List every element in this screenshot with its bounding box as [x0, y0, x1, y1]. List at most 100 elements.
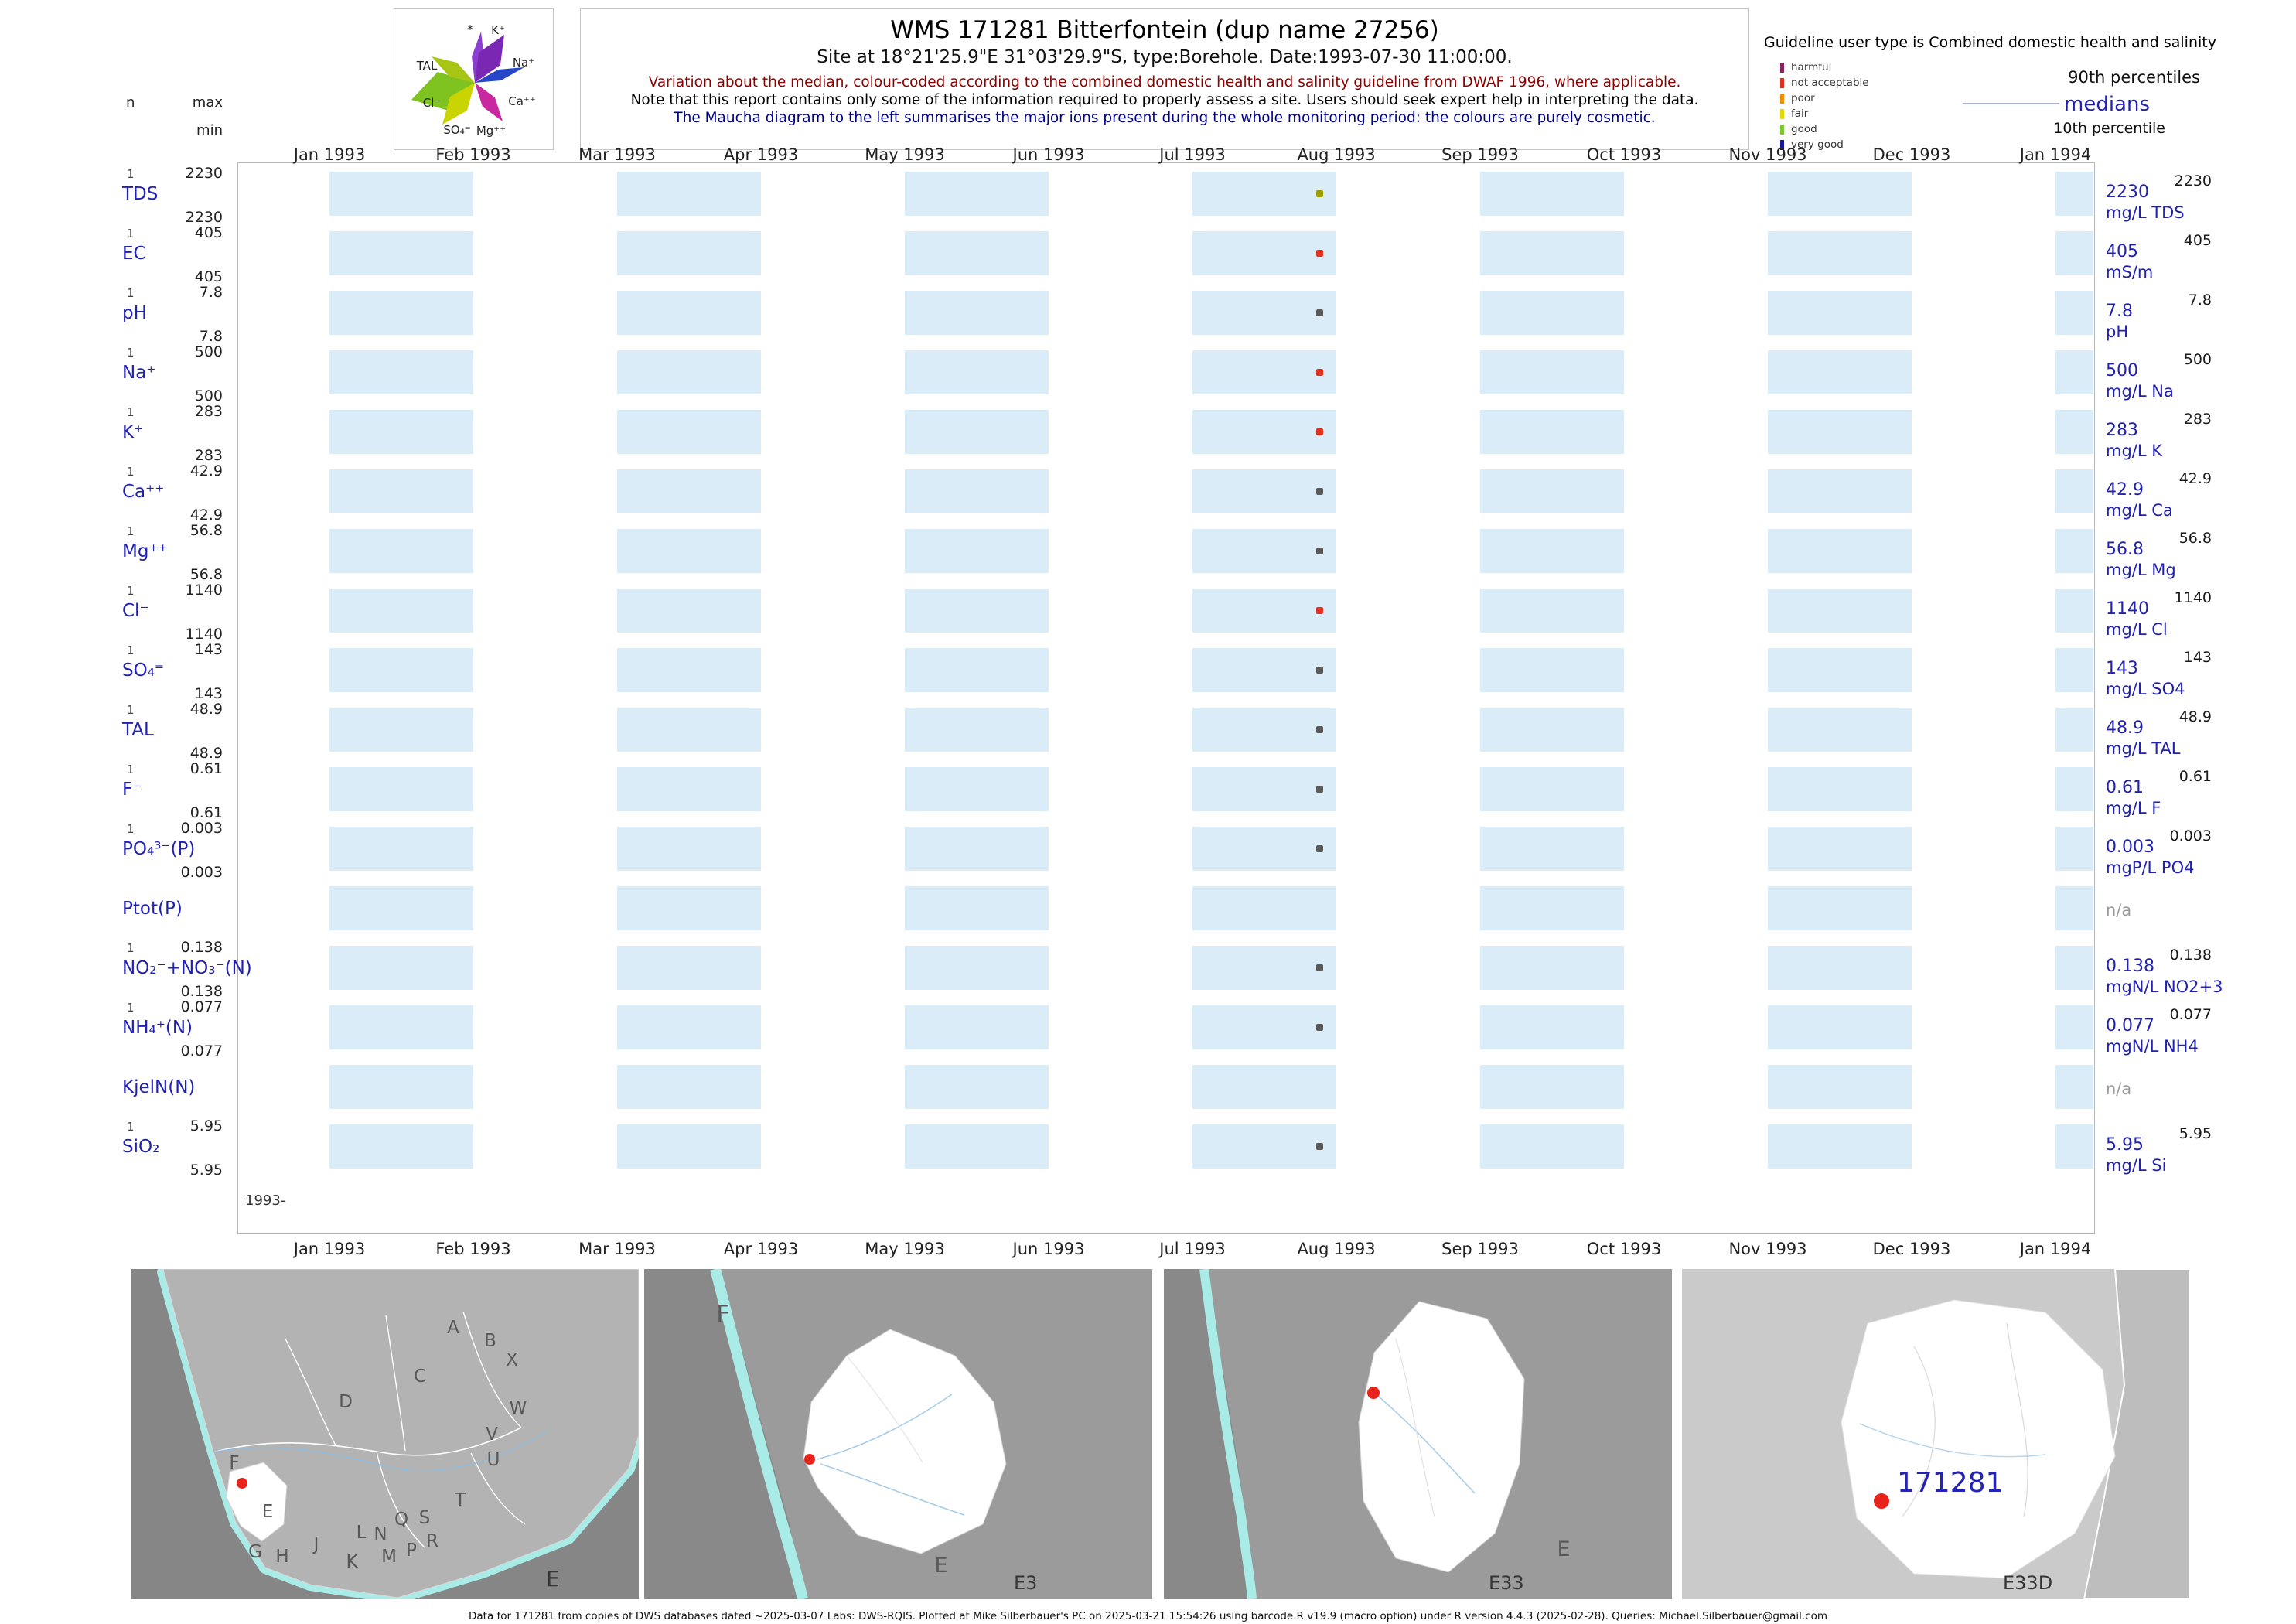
month-stripe	[1192, 410, 1336, 454]
map-region-letter-F: F	[229, 1453, 239, 1473]
locator-map-secondary: E33 E	[1164, 1269, 1672, 1599]
station-dot	[1367, 1387, 1380, 1399]
row-p90-so4: 143	[2183, 649, 2212, 666]
axis-month-bottom-9: Oct 1993	[1586, 1240, 1662, 1258]
month-stripe	[329, 827, 473, 871]
month-stripe	[1480, 1124, 1624, 1169]
row-unit-k: mg/L K	[2106, 442, 2163, 460]
row-median-na: 500	[2106, 361, 2138, 380]
month-stripe	[2055, 946, 2093, 990]
row-n-mg: 1	[127, 524, 135, 538]
row-p90-tal: 48.9	[2178, 708, 2212, 725]
row-band-f	[238, 767, 2093, 811]
legend-class-good: good	[1780, 121, 1869, 137]
month-stripe	[2055, 172, 2093, 216]
param-label-ptot: Ptot(P)	[122, 899, 183, 919]
month-stripe	[1192, 1124, 1336, 1169]
map-region-letter-K: K	[346, 1552, 358, 1572]
map-region-letter-B: B	[484, 1331, 496, 1351]
row-n-nh4: 1	[127, 1001, 135, 1015]
row-max-ec: 405	[194, 224, 223, 241]
row-median-po4: 0.003	[2106, 838, 2154, 857]
row-n-tds: 1	[127, 167, 135, 181]
param-label-ec: EC	[122, 244, 146, 264]
coastal-water	[710, 1269, 808, 1599]
legend-class-not-acceptable: not acceptable	[1780, 75, 1869, 90]
row-p90-po4: 0.003	[2169, 827, 2212, 844]
month-stripe	[2055, 350, 2093, 394]
maucha-lobe-ca	[475, 67, 524, 83]
param-label-ca: Ca⁺⁺	[122, 482, 165, 502]
month-stripe	[1768, 529, 1912, 573]
month-stripe	[617, 827, 761, 871]
row-unit-ca: mg/L Ca	[2106, 501, 2173, 520]
month-stripe	[617, 946, 761, 990]
row-unit-ph: pH	[2106, 322, 2129, 341]
month-stripe	[1480, 410, 1624, 454]
row-unit-sio2: mg/L Si	[2106, 1156, 2167, 1175]
month-stripe	[329, 172, 473, 216]
axis-month-bottom-8: Sep 1993	[1441, 1240, 1519, 1258]
month-stripe	[1768, 708, 1912, 752]
row-p90-na: 500	[2183, 351, 2212, 368]
map-region-letter-R: R	[426, 1531, 438, 1551]
region-border	[213, 1442, 377, 1453]
station-dot	[1874, 1493, 1889, 1509]
river	[1859, 1423, 2046, 1458]
month-stripe	[905, 946, 1049, 990]
river	[817, 1394, 953, 1460]
row-min-tds: 2230	[185, 209, 223, 226]
month-stripe	[617, 767, 761, 811]
map-region-letter-V: V	[486, 1424, 498, 1445]
map-region-E33D: 171281 E33D	[1682, 1269, 2190, 1599]
row-median-so4: 143	[2106, 659, 2138, 678]
row-n-na: 1	[127, 346, 135, 360]
month-stripe	[1480, 1065, 1624, 1109]
month-stripe	[1192, 648, 1336, 692]
month-stripe	[617, 410, 761, 454]
row-unit-tal: mg/L TAL	[2106, 739, 2181, 758]
legend-class-label: good	[1791, 123, 1817, 135]
row-max-po4: 0.003	[180, 820, 223, 837]
month-stripe	[1768, 350, 1912, 394]
maucha-label-so4: SO₄⁼	[443, 123, 470, 137]
axis-month-top-4: May 1993	[865, 145, 945, 164]
month-stripe	[329, 410, 473, 454]
region-border	[1902, 1346, 1936, 1517]
month-stripe	[329, 1124, 473, 1169]
month-stripe	[329, 767, 473, 811]
legend-10th-percentile: 10th percentile	[2053, 120, 2165, 137]
month-stripe	[2055, 589, 2093, 633]
param-label-k: K⁺	[122, 422, 144, 442]
month-stripe	[905, 529, 1049, 573]
highlight-region	[803, 1329, 1007, 1554]
legend-class-very-good: very good	[1780, 137, 1869, 152]
row-n-ca: 1	[127, 465, 135, 479]
row-min-ec: 405	[194, 268, 223, 285]
month-stripe	[329, 886, 473, 930]
station-dot	[804, 1454, 815, 1465]
map-region-letter-U: U	[487, 1450, 500, 1470]
footer-provenance: Data for 171281 from copies of DWS datab…	[469, 1610, 1827, 1622]
month-stripe	[1192, 291, 1336, 335]
row-p90-sio2: 5.95	[2178, 1125, 2212, 1142]
month-stripe	[617, 350, 761, 394]
map-region-letter-H: H	[275, 1547, 288, 1567]
month-stripe	[905, 231, 1049, 275]
row-max-tal: 48.9	[189, 701, 223, 718]
month-stripe	[905, 648, 1049, 692]
month-stripe	[1768, 589, 1912, 633]
month-stripe	[905, 767, 1049, 811]
map-panel-label: E	[546, 1566, 560, 1592]
row-unit-ec: mS/m	[2106, 263, 2154, 281]
maucha-label-na: Na⁺	[513, 56, 534, 70]
row-band-cl	[238, 589, 2093, 633]
month-stripe	[905, 827, 1049, 871]
month-stripe	[905, 410, 1049, 454]
legend-swatch	[1780, 77, 1784, 88]
maucha-label-cl: Cl⁻	[423, 96, 441, 110]
month-stripe	[1480, 231, 1624, 275]
row-p90-ec: 405	[2183, 232, 2212, 249]
month-stripe	[905, 469, 1049, 513]
